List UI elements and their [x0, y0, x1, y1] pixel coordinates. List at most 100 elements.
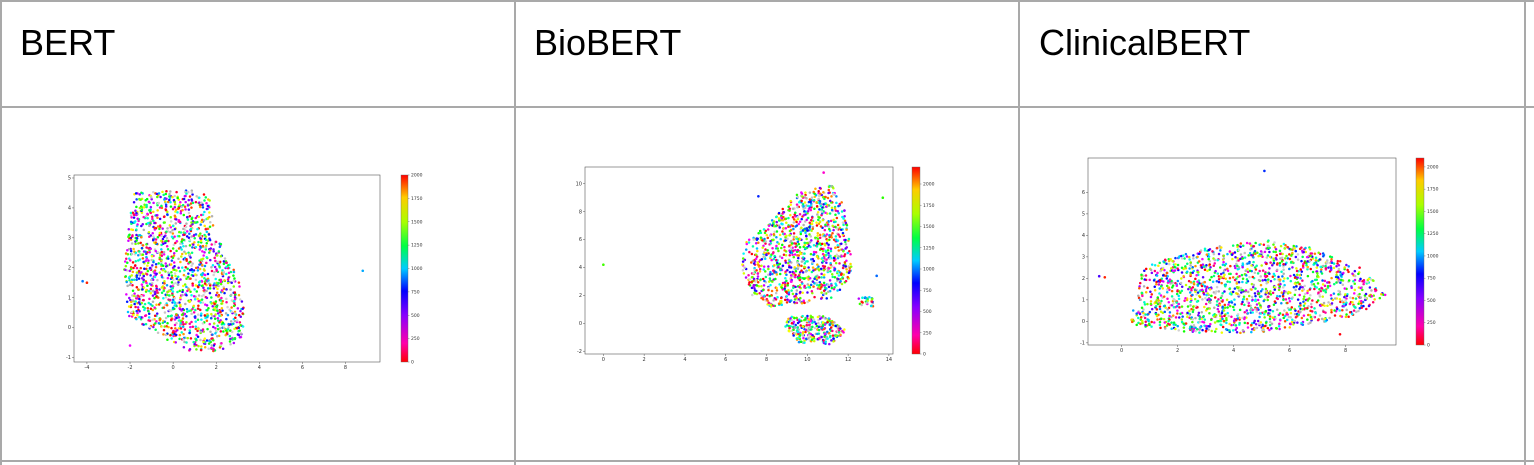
scatter-point — [1259, 275, 1262, 278]
scatter-point — [191, 282, 194, 285]
scatter-point — [1258, 243, 1261, 246]
scatter-point — [1311, 270, 1315, 274]
scatter-point — [778, 233, 782, 237]
scatter-point — [1272, 243, 1275, 246]
scatter-point — [785, 234, 788, 237]
scatter-point — [1357, 302, 1360, 305]
x-tick-label: 2 — [1176, 348, 1179, 354]
scatter-point — [1323, 284, 1327, 288]
scatter-point — [191, 274, 195, 278]
scatter-point — [157, 192, 161, 195]
scatter-point — [752, 271, 755, 275]
scatter-point — [831, 232, 834, 235]
x-tick-label: 2 — [215, 365, 218, 371]
scatter-point — [168, 195, 171, 198]
scatter-point — [868, 295, 871, 299]
scatter-point — [1351, 301, 1354, 304]
scatter-point — [165, 230, 168, 233]
scatter-point — [173, 268, 176, 272]
scatter-point — [1273, 241, 1276, 244]
scatter-point — [1294, 249, 1298, 253]
scatter-point — [817, 318, 820, 322]
scatter-point — [1238, 308, 1242, 312]
scatter-point — [796, 264, 800, 267]
scatter-point — [186, 336, 190, 340]
scatter-point — [1313, 252, 1317, 255]
scatter-point — [1355, 310, 1358, 314]
scatter-point — [198, 280, 202, 283]
scatter-point — [1224, 277, 1228, 280]
scatter-point — [1204, 329, 1208, 333]
scatter-point — [170, 259, 174, 262]
scatter-point — [1158, 287, 1161, 290]
scatter-point — [824, 249, 827, 252]
scatter-point — [833, 207, 837, 210]
scatter-point — [1341, 309, 1344, 312]
scatter-point — [218, 260, 222, 264]
scatter-point — [1280, 260, 1284, 263]
scatter-point — [764, 229, 767, 233]
scatter-point — [169, 263, 173, 266]
scatter-point — [1233, 298, 1236, 301]
scatter-point — [802, 214, 806, 217]
scatter-point — [1174, 316, 1178, 319]
scatter-point — [857, 297, 861, 300]
scatter-point — [1308, 297, 1311, 300]
y-tick-label: 6 — [579, 237, 582, 243]
scatter-point — [143, 203, 146, 206]
colorbar-tick-label: 1000 — [923, 267, 935, 273]
scatter-point — [1140, 291, 1144, 295]
scatter-point — [811, 225, 815, 229]
scatter-point — [1289, 311, 1293, 315]
scatter-point — [1282, 272, 1285, 275]
scatter-point — [1284, 298, 1288, 301]
colorbar-tick-label: 750 — [411, 289, 420, 295]
scatter-point — [767, 301, 770, 304]
scatter-point — [198, 196, 201, 200]
scatter-outlier-point — [875, 274, 878, 278]
scatter-point — [800, 226, 803, 229]
scatter-point — [1233, 303, 1237, 306]
scatter-point — [216, 260, 220, 264]
scatter-point — [1255, 264, 1258, 267]
scatter-point — [799, 340, 803, 344]
scatter-point — [1368, 286, 1372, 289]
scatter-point — [799, 230, 803, 234]
scatter-point — [1241, 277, 1245, 281]
scatter-point — [1249, 304, 1252, 308]
scatter-point — [204, 196, 208, 199]
scatter-point — [204, 238, 208, 242]
scatter-point — [819, 287, 822, 291]
scatter-point — [1294, 288, 1297, 292]
scatter-point — [1299, 310, 1302, 314]
scatter-point — [819, 297, 823, 300]
scatter-point — [1182, 267, 1186, 270]
scatter-point — [754, 253, 758, 256]
scatter-svg: 0 2 4 6 8 10 12 14-2024681002505007501000125015… — [576, 166, 935, 363]
scatter-point — [1200, 284, 1204, 288]
scatter-point — [819, 225, 823, 228]
scatter-point — [214, 300, 218, 303]
scatter-point — [192, 340, 195, 344]
scatter-point — [741, 260, 745, 263]
scatter-point — [793, 275, 797, 279]
scatter-point — [155, 289, 159, 292]
scatter-point — [1189, 325, 1192, 329]
scatter-point — [1194, 326, 1197, 330]
scatter-point — [769, 270, 772, 274]
scatter-point — [832, 340, 835, 343]
scatter-point — [823, 265, 827, 268]
scatter-point — [177, 198, 181, 202]
scatter-point — [170, 337, 173, 340]
scatter-point — [1230, 315, 1233, 318]
scatter-point — [759, 231, 763, 235]
scatter-point — [1286, 257, 1290, 260]
scatter-point — [778, 272, 782, 276]
scatter-point — [769, 272, 772, 276]
scatter-point — [834, 324, 837, 328]
scatter-point — [152, 325, 155, 329]
scatter-point — [183, 231, 187, 235]
scatter-point — [756, 280, 760, 284]
scatter-point — [1177, 256, 1180, 259]
